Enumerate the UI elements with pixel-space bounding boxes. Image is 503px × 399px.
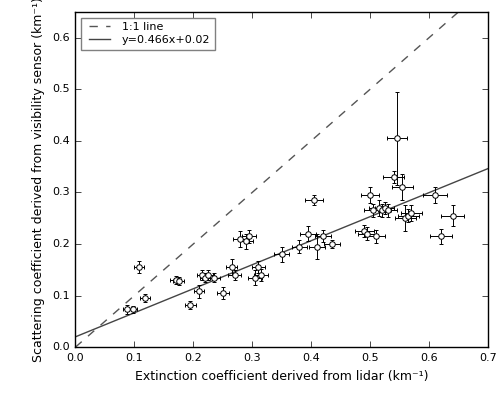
Legend: 1:1 line, y=0.466x+0.02: 1:1 line, y=0.466x+0.02 [81, 18, 215, 50]
Y-axis label: Scattering coefficient derived from visibility sensor (km⁻¹): Scattering coefficient derived from visi… [32, 0, 45, 362]
X-axis label: Extinction coefficient derived from lidar (km⁻¹): Extinction coefficient derived from lida… [135, 369, 429, 383]
